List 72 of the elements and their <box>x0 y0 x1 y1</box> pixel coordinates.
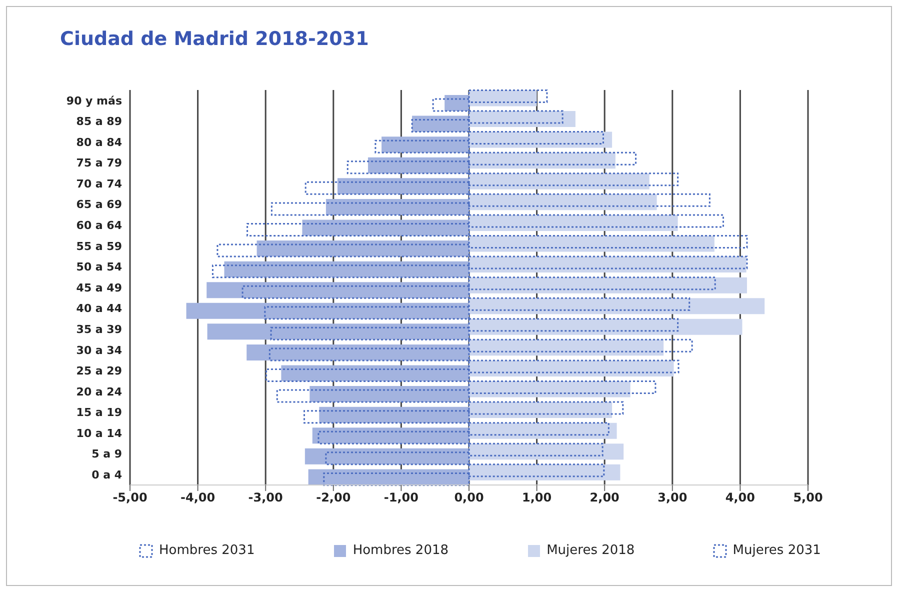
bar <box>469 152 616 169</box>
bar <box>469 256 746 273</box>
bar <box>326 198 469 215</box>
y-tick-label: 65 a 69 <box>76 198 122 212</box>
y-tick-label: 55 a 59 <box>76 240 122 253</box>
x-tick-label: 5,00 <box>793 490 823 505</box>
y-tick-label: 80 a 84 <box>76 136 122 149</box>
bar <box>469 381 630 398</box>
bar <box>469 132 612 148</box>
legend-label: Mujeres 2018 <box>546 543 635 558</box>
x-tick-label: -3,00 <box>248 490 283 505</box>
bar <box>207 324 469 340</box>
bar <box>319 406 469 423</box>
x-tick-label: 3,00 <box>658 490 688 505</box>
bar <box>412 116 469 132</box>
legend-label: Mujeres 2031 <box>732 543 821 558</box>
x-tick-label: 0,00 <box>454 490 484 505</box>
bar <box>186 302 469 319</box>
y-tick-label: 35 a 39 <box>76 322 122 336</box>
y-tick-label: 15 a 19 <box>76 406 122 420</box>
y-tick-label: 70 a 74 <box>76 177 122 190</box>
bar <box>444 95 469 111</box>
y-tick-label: 75 a 79 <box>76 156 122 170</box>
legend-label: Hombres 2031 <box>159 543 255 558</box>
y-tick-label: 30 a 34 <box>76 344 122 357</box>
bar <box>469 422 617 439</box>
y-tick-label: 20 a 24 <box>76 385 122 398</box>
y-tick-label: 25 a 29 <box>76 364 122 378</box>
y-tick-label: 50 a 54 <box>76 260 122 274</box>
bar <box>224 261 469 278</box>
y-tick-label: 90 y más <box>66 94 122 108</box>
y-tick-label: 45 a 49 <box>76 281 122 294</box>
bar <box>469 360 674 376</box>
x-tick-label: 1,00 <box>522 490 552 505</box>
y-tick-label: 10 a 14 <box>76 426 122 440</box>
bar <box>469 340 664 356</box>
bar <box>469 236 714 252</box>
bar <box>312 428 469 444</box>
x-tick-label: -2,00 <box>316 490 351 505</box>
x-tick-label: -5,00 <box>112 490 148 505</box>
bar <box>368 157 469 174</box>
x-tick-label: 2,00 <box>590 490 620 505</box>
bar <box>469 444 624 460</box>
bar <box>469 277 747 294</box>
bar <box>308 469 469 486</box>
y-tick-label: 0 a 4 <box>92 468 122 482</box>
bar <box>469 90 537 106</box>
bar <box>382 136 469 153</box>
y-tick-label: 40 a 44 <box>76 302 122 316</box>
bar <box>304 448 469 464</box>
bar <box>246 344 469 360</box>
x-tick-label: -4,00 <box>180 490 216 505</box>
bar <box>469 111 576 127</box>
bar <box>469 298 765 314</box>
bar <box>469 214 678 231</box>
bar <box>469 402 612 418</box>
bar <box>469 194 657 210</box>
bar <box>281 365 469 382</box>
x-tick-label: -1,00 <box>384 490 418 505</box>
legend-label: Hombres 2018 <box>352 543 449 558</box>
bar <box>256 240 469 257</box>
x-tick-label: 4,00 <box>725 490 756 505</box>
bar <box>469 318 742 335</box>
y-tick-label: 85 a 89 <box>76 115 122 128</box>
bar <box>206 282 469 298</box>
chart-title: Ciudad de Madrid 2018-2031 <box>60 28 369 50</box>
bar <box>302 220 469 236</box>
bar <box>337 178 469 194</box>
bar <box>469 173 650 190</box>
y-tick-label: 5 a 9 <box>92 448 122 461</box>
bar <box>469 464 620 480</box>
y-tick-label: 60 a 64 <box>76 219 122 232</box>
